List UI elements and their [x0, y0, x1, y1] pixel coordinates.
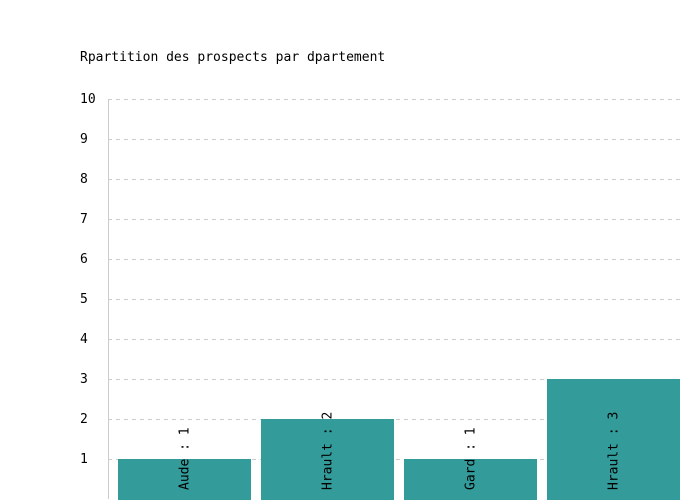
chart-title: Rpartition des prospects par dpartement: [80, 50, 386, 65]
y-tick-label: 3: [80, 372, 88, 387]
y-tick-label: 6: [80, 252, 88, 267]
bars: [118, 379, 680, 500]
y-tick-label: 8: [80, 172, 88, 187]
bar: [118, 459, 251, 500]
y-tick-label: 5: [80, 292, 88, 307]
y-tick-label: 7: [80, 212, 88, 227]
bar: [404, 459, 537, 500]
bar: [547, 379, 680, 500]
bar-data-label: Hrault : 3: [607, 412, 622, 490]
bar-data-label: Aude : 1: [178, 427, 193, 490]
bar: [261, 419, 394, 500]
bar-data-label: Gard : 1: [464, 427, 479, 490]
y-tick-label: 2: [80, 412, 88, 427]
y-tick-labels: 1 2 3 4 5 6 7 8 9 10: [80, 92, 96, 467]
y-tick-label: 10: [80, 92, 96, 107]
y-tick-label: 1: [80, 452, 88, 467]
bar-data-label: Hrault : 2: [321, 412, 336, 490]
y-tick-label: 9: [80, 132, 88, 147]
y-tick-label: 4: [80, 332, 88, 347]
bar-labels: Aude : 1 Hrault : 2 Gard : 1 Hrault : 3: [178, 412, 622, 490]
